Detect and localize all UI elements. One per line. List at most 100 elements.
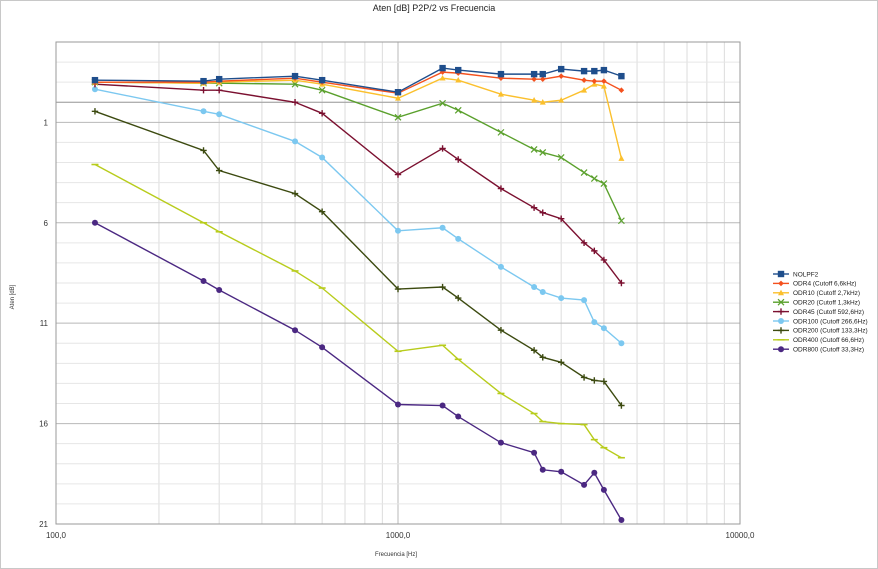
data-point	[318, 86, 326, 94]
series-line	[94, 77, 623, 159]
legend-marker	[778, 280, 784, 287]
data-point	[200, 108, 207, 115]
data-point	[581, 481, 588, 488]
data-point	[558, 295, 565, 302]
data-point	[539, 354, 546, 361]
y-tick-label: 6	[44, 219, 49, 228]
legend-label: NOLPF2	[793, 271, 819, 278]
data-point	[580, 169, 588, 176]
data-point	[591, 377, 598, 384]
data-point	[439, 99, 446, 107]
data-point	[539, 209, 546, 216]
data-point	[439, 74, 446, 81]
legend-marker	[778, 346, 784, 353]
data-point	[215, 75, 223, 83]
legend-label: ODR10 (Cutoff 2,7kHz)	[793, 290, 860, 297]
data-point	[395, 95, 401, 101]
legend-label: ODR20 (Cutoff 1,3kHz)	[793, 300, 860, 307]
y-tick-label: 16	[39, 420, 48, 429]
data-point	[530, 70, 538, 78]
data-point	[394, 89, 402, 96]
data-point	[558, 468, 565, 475]
data-point	[591, 319, 598, 326]
legend-marker	[778, 318, 784, 324]
data-point	[439, 145, 446, 152]
data-point	[200, 87, 207, 94]
data-point	[580, 239, 588, 247]
x-axis-ticks: 100,0 1000,0 10000,0	[46, 531, 755, 540]
data-point	[530, 204, 538, 211]
legend-item: ODR800 (Cutoff 33,3Hz)	[773, 346, 864, 354]
legend-item: ODR45 (Cutoff 592,6Hz)	[773, 308, 864, 316]
data-point	[600, 378, 608, 385]
legend-item: ODR100 (Cutoff 266,6Hz)	[773, 318, 868, 325]
data-point	[591, 67, 598, 75]
data-point	[581, 87, 588, 93]
data-point	[557, 215, 565, 222]
legend-marker	[778, 289, 784, 296]
data-point	[439, 402, 446, 409]
data-point	[497, 128, 505, 136]
data-point	[539, 70, 546, 78]
data-point	[580, 374, 588, 381]
legend-label: ODR400 (Cutoff 66,6Hz)	[793, 337, 864, 344]
series-line	[94, 83, 622, 284]
data-point	[319, 344, 326, 351]
series-line	[94, 163, 622, 459]
plot-grid	[55, 41, 741, 525]
data-point	[318, 208, 326, 215]
data-point	[600, 256, 608, 264]
data-point	[531, 449, 538, 456]
series-odr100	[91, 86, 625, 347]
data-point	[216, 111, 223, 118]
series-odr20	[91, 78, 625, 225]
data-point	[531, 97, 538, 103]
legend-label: ODR100 (Cutoff 266,6Hz)	[793, 318, 868, 325]
data-point	[439, 224, 446, 231]
legend-marker	[777, 298, 785, 306]
y-tick-label: 11	[40, 319, 49, 328]
data-point	[618, 72, 625, 80]
data-point	[591, 469, 598, 476]
legend-item: ODR400 (Cutoff 66,6Hz)	[773, 337, 864, 344]
data-point	[600, 82, 607, 89]
series-line	[94, 88, 622, 344]
legend-label: ODR200 (Cutoff 133,3Hz)	[793, 328, 868, 335]
data-point	[318, 76, 326, 84]
chart-legend: NOLPF2 ODR4 (Cutoff 6,6kHz) ODR10 (Cutoff …	[773, 270, 868, 354]
data-point	[600, 325, 607, 332]
data-point	[497, 439, 504, 446]
data-point	[91, 86, 98, 93]
data-point	[292, 138, 299, 145]
legend-label: ODR4 (Cutoff 6,6kHz)	[793, 281, 856, 288]
data-point	[455, 66, 462, 74]
x-tick-label: 1000,0	[386, 531, 411, 540]
data-point	[318, 110, 326, 117]
y-tick-label: 21	[39, 520, 48, 529]
data-point	[618, 340, 625, 347]
data-point	[591, 247, 598, 255]
y-tick-label: 1	[44, 118, 49, 127]
data-point	[91, 219, 98, 226]
legend-item: ODR20 (Cutoff 1,3kHz)	[773, 298, 860, 307]
data-point	[581, 297, 588, 304]
data-point	[439, 64, 446, 72]
data-point	[395, 227, 401, 234]
data-point	[394, 113, 402, 121]
data-point	[558, 97, 565, 103]
series-odr45	[91, 80, 625, 287]
legend-item: ODR200 (Cutoff 133,3Hz)	[773, 327, 868, 335]
data-point	[394, 171, 402, 178]
data-point	[200, 147, 207, 154]
data-point	[91, 76, 99, 84]
series-line	[94, 67, 622, 93]
data-point	[539, 289, 546, 296]
data-point	[497, 70, 505, 78]
data-point	[539, 99, 546, 105]
data-point	[600, 66, 608, 74]
data-point	[291, 99, 299, 106]
data-point	[292, 327, 299, 334]
series-line	[94, 110, 622, 406]
data-point	[600, 180, 608, 188]
